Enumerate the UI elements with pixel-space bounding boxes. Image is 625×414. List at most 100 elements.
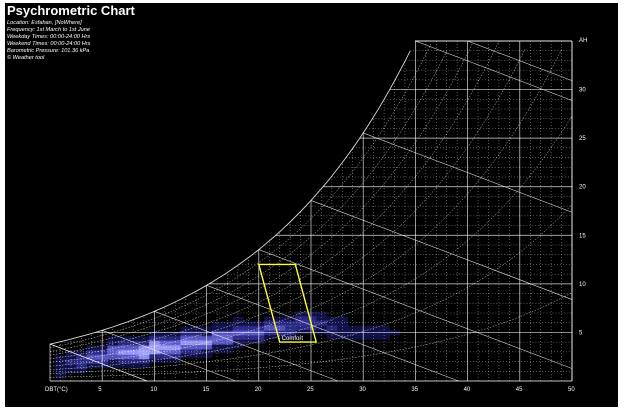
rh-curve — [49, 49, 562, 367]
cloud-cell — [138, 353, 150, 360]
axis-ticks: 5 10 15 20 25 30 35 40 45 50 5 10 15 20 25 30 — [98, 88, 586, 393]
y-tick-label: 10 — [579, 282, 586, 288]
comfort-label: Comfort — [282, 336, 304, 342]
info-line-location: Location: Esfahan, [NoWhere] — [7, 20, 82, 26]
cloud-cell — [337, 320, 349, 327]
cloud-cell — [128, 336, 140, 342]
y-tick-label: 30 — [579, 88, 586, 94]
cloud-cell — [378, 325, 390, 331]
y-tick-label: 20 — [579, 185, 586, 191]
cloud-cell — [284, 320, 296, 327]
x-tick-label: 45 — [516, 387, 523, 393]
frequency-cloud — [55, 311, 401, 379]
cloud-cell — [117, 336, 129, 342]
x-axis-label: DBT(°C) — [45, 387, 68, 393]
cloud-cell — [180, 326, 192, 332]
info-line-frequency: Frequency: 1st March to 1st June — [7, 27, 90, 33]
cloud-cell — [86, 358, 98, 365]
cloud-cell — [190, 339, 202, 346]
cloud-cell — [159, 357, 171, 364]
wet-bulb-line — [102, 330, 236, 382]
cloud-cell — [180, 352, 192, 359]
cloud-cell — [117, 353, 129, 360]
info-line-pressure: Barometric Pressure: 101.36 kPa — [7, 48, 89, 54]
comfort-zone-outline — [257, 263, 318, 343]
cloud-cell — [337, 325, 349, 331]
cloud-cell — [138, 340, 150, 347]
rh-curve — [49, 50, 411, 345]
cloud-cell — [159, 335, 171, 342]
comfort-zone: Comfort — [257, 263, 318, 343]
cloud-cell — [180, 344, 192, 350]
rh-curve — [49, 41, 500, 360]
x-tick-label: 25 — [307, 387, 314, 393]
cloud-cell — [211, 343, 223, 349]
y-tick-label: 15 — [579, 233, 586, 239]
wet-bulb-line — [415, 40, 573, 101]
cloud-cell — [243, 338, 255, 345]
cloud-cell — [76, 363, 88, 369]
cloud-cell — [107, 362, 119, 368]
info-line-weekend: Weekend Times: 00:00-24:00 Hrs — [7, 41, 91, 47]
cloud-cell — [65, 359, 77, 365]
cloud-cell — [65, 363, 77, 369]
wet-bulb-line — [467, 40, 573, 81]
cloud-cell — [128, 340, 140, 347]
cloud-cell — [170, 348, 181, 355]
cloud-cell — [159, 348, 171, 355]
cloud-cell — [368, 334, 380, 340]
wet-bulb-line — [49, 343, 148, 382]
cloud-cell — [316, 311, 328, 317]
cloud-cell — [170, 335, 181, 342]
cloud-cell — [190, 330, 202, 337]
cloud-cell — [190, 344, 202, 350]
cloud-cell — [76, 359, 88, 365]
cloud-cell — [65, 367, 77, 374]
cloud-cell — [295, 329, 307, 335]
wet-bulb-line — [363, 132, 573, 213]
x-tick-label: 50 — [568, 387, 575, 393]
wet-bulb-line — [154, 311, 338, 382]
cloud-cell — [284, 325, 296, 331]
cloud-cell — [138, 336, 150, 342]
cloud-cell — [368, 325, 380, 331]
chart-grid — [49, 40, 573, 382]
cloud-cell — [232, 321, 244, 327]
cloud-cell — [138, 362, 150, 368]
psychrometric-chart: Comfort 5 10 15 20 25 30 35 40 45 50 5 10 15 20 25 30 P… — [7, 3, 587, 393]
cloud-cell — [76, 350, 88, 356]
info-line-credit: © Weather tool — [7, 54, 45, 61]
cloud-cell — [117, 349, 129, 355]
x-tick-label: 30 — [359, 387, 366, 393]
cloud-cell — [211, 334, 223, 341]
cloud-cell — [316, 324, 328, 331]
cloud-cell — [128, 362, 140, 368]
cloud-cell — [337, 333, 349, 340]
wet-bulb-line — [258, 249, 573, 369]
rh-curve — [49, 43, 432, 349]
cloud-cell — [211, 326, 223, 332]
cloud-cell — [159, 344, 171, 350]
cloud-cell — [65, 354, 77, 361]
x-tick-label: 40 — [464, 387, 471, 393]
cloud-cell — [107, 345, 119, 351]
cloud-cell — [326, 316, 338, 322]
cloud-cell — [274, 325, 286, 331]
cloud-cell — [180, 348, 192, 354]
cloud-cell — [170, 344, 181, 350]
cloud-cell — [347, 334, 359, 340]
chart-title: Psychrometric Chart — [7, 3, 136, 18]
cloud-cell — [222, 343, 234, 349]
cloud-cell — [65, 350, 77, 356]
cloud-cell — [243, 321, 255, 327]
cloud-cell — [86, 363, 98, 369]
cloud-cell — [264, 320, 275, 327]
wet-bulb-line — [206, 285, 459, 382]
cloud-cell — [326, 320, 338, 327]
cloud-cell — [190, 348, 202, 354]
cloud-cell — [274, 320, 286, 327]
cloud-cell — [222, 339, 234, 345]
cloud-cell — [170, 357, 181, 364]
y-axis-label: AH — [579, 38, 587, 44]
rh-curve — [49, 51, 447, 352]
